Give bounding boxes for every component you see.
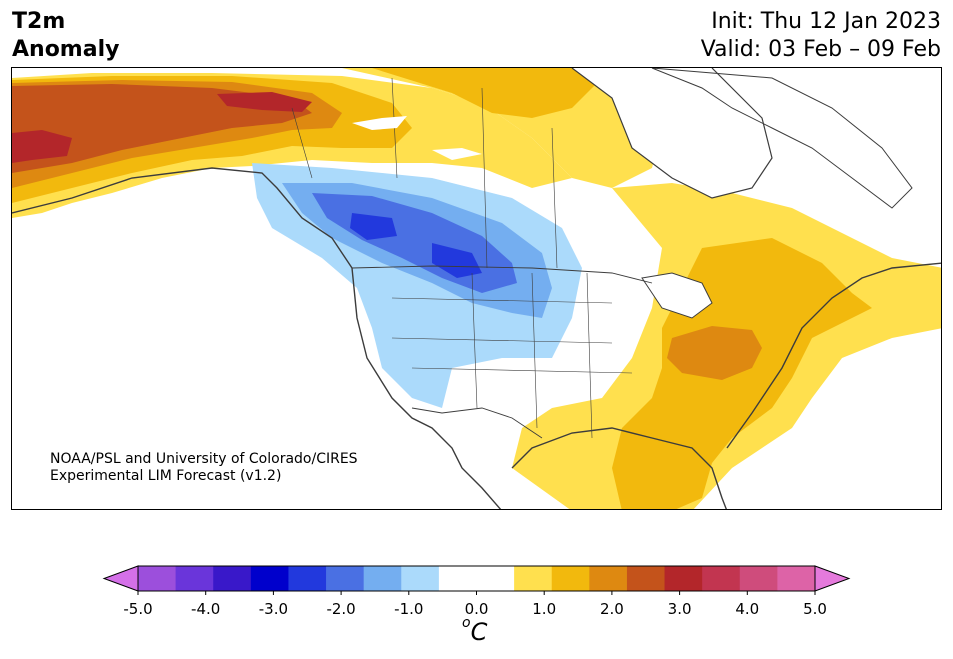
anomaly-map: NOAA/PSL and University of Colorado/CIRE… — [11, 67, 942, 510]
hudson-bay — [571, 68, 773, 199]
coastline-west — [12, 167, 502, 509]
colorbar-tick-label: -5.0 — [123, 600, 152, 618]
colorbar-swatch — [777, 566, 816, 591]
colorbar-tick-label: 2.0 — [600, 600, 624, 618]
forecast-dates: Init: Thu 12 Jan 2023 Valid: 03 Feb – 09… — [701, 8, 941, 64]
init-date: Init: Thu 12 Jan 2023 — [711, 9, 941, 34]
colorbar-tick-label: -3.0 — [259, 600, 288, 618]
map-title: T2m Anomaly — [12, 8, 119, 64]
colorbar-swatch — [702, 566, 741, 591]
colorbar-tick-label: -4.0 — [191, 600, 220, 618]
white-patch-north — [352, 116, 407, 130]
colorbar-swatch — [250, 566, 289, 591]
coastline-east — [726, 262, 941, 449]
colorbar-swatch — [551, 566, 590, 591]
white-patch-north2 — [432, 148, 482, 160]
colorbar-swatches — [102, 565, 851, 592]
colorbar-tick-label: 3.0 — [668, 600, 692, 618]
colorbar-swatch — [138, 566, 177, 591]
colorbar-swatch — [438, 566, 477, 591]
colorbar-extend-high — [814, 565, 851, 592]
border-us-canada — [351, 265, 653, 284]
unit-degree-symbol: o — [462, 615, 471, 631]
colorbar-swatch — [401, 566, 440, 591]
credit-text: NOAA/PSL and University of Colorado/CIRE… — [50, 451, 358, 485]
border-us-mexico — [411, 407, 543, 439]
colorbar-ticks: -5.0 -4.0 -3.0 -2.0 -1.0 0.0 1.0 2.0 3.0 4.0 5.0 — [123, 591, 827, 618]
colorbar-swatch — [739, 566, 778, 591]
anomaly-fill-alaska-red1 — [217, 92, 312, 112]
colorbar-tick-label: 4.0 — [735, 600, 759, 618]
state-lines-1 — [391, 272, 633, 439]
colorbar-swatch — [175, 566, 214, 591]
title-line-1: T2m — [12, 9, 66, 34]
unit-celsius: C — [470, 618, 488, 646]
valid-range: Valid: 03 Feb – 09 Feb — [700, 37, 941, 62]
colorbar-unit-label: oC — [462, 615, 488, 646]
anomaly-fill-alaska-red2 — [12, 130, 72, 163]
colorbar-tick-label: -2.0 — [326, 600, 355, 618]
colorbar-tick-label: -1.0 — [394, 600, 423, 618]
great-lakes — [641, 272, 713, 319]
colorbar: -5.0 -4.0 -3.0 -2.0 -1.0 0.0 1.0 2.0 3.0 4.0 5.0 — [102, 565, 851, 618]
colorbar-swatch — [514, 566, 553, 591]
colorbar-swatch — [589, 566, 628, 591]
anomaly-fill-west-dark2 — [432, 243, 482, 278]
colorbar-swatch — [476, 566, 515, 591]
colorbar-swatch — [363, 566, 402, 591]
arctic-islands — [651, 68, 913, 209]
colorbar-swatch — [626, 566, 666, 591]
credit-line-1: NOAA/PSL and University of Colorado/CIRE… — [50, 451, 358, 467]
colorbar-swatch — [213, 566, 252, 591]
anomaly-fill-north-gold — [372, 68, 602, 118]
colorbar-tick-label: 5.0 — [803, 600, 827, 618]
colorbar-swatch — [288, 566, 327, 591]
colorbar-swatch — [326, 566, 365, 591]
title-line-2: Anomaly — [12, 37, 120, 62]
anomaly-fill-east-orange — [667, 326, 762, 380]
anomaly-fill-west-dark1 — [350, 213, 397, 240]
colorbar-tick-label: 1.0 — [532, 600, 556, 618]
colorbar-swatch — [664, 566, 703, 591]
credit-line-2: Experimental LIM Forecast (v1.2) — [50, 468, 282, 484]
coastline-gulf — [511, 427, 727, 509]
map-svg — [12, 68, 941, 509]
colorbar-extend-low — [102, 565, 139, 592]
colorbar-tick-label: 0.0 — [465, 600, 489, 618]
